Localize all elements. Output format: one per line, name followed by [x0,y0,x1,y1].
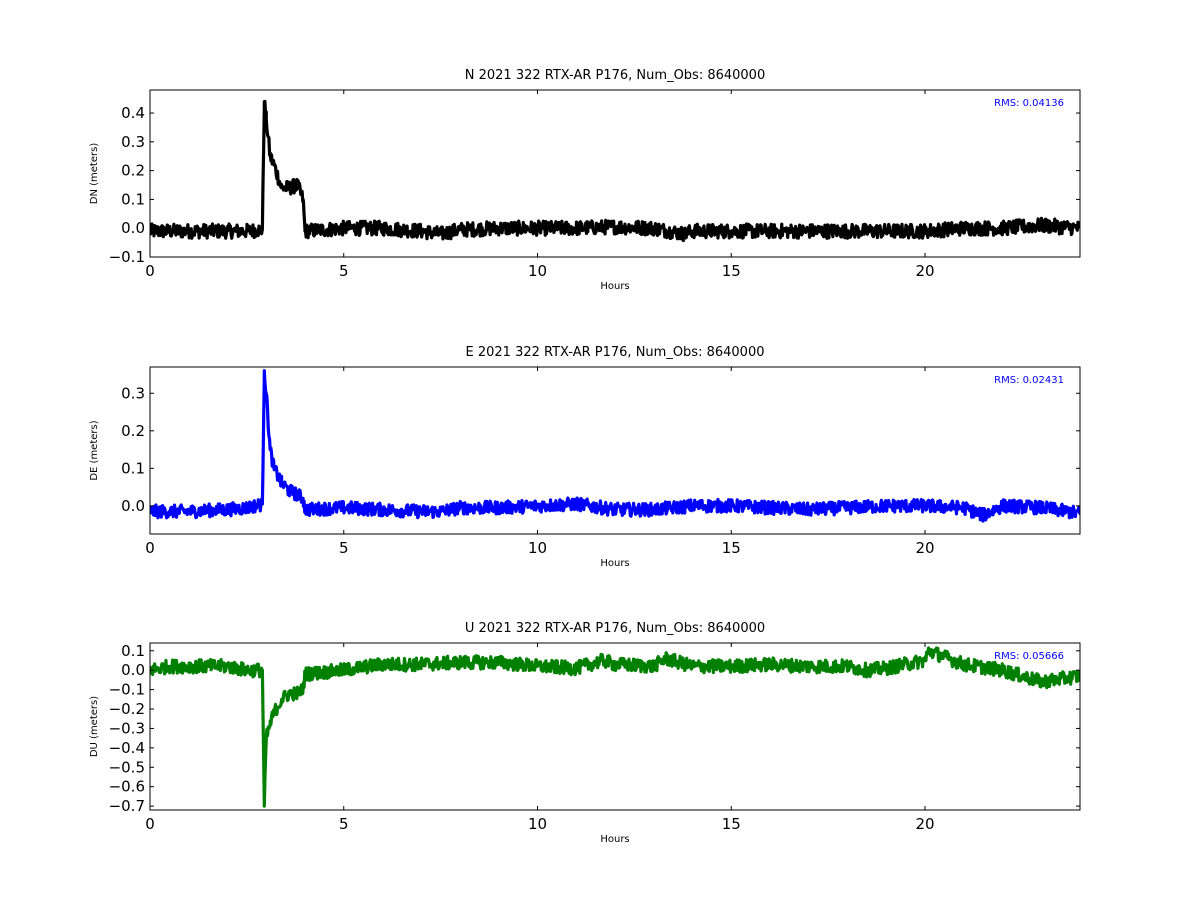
plot-frame-n [149,89,1081,258]
x-tick-label-u: 0 [145,815,155,833]
y-tick-label-n: −0.1 [109,248,145,266]
rms-annotation-n: RMS: 0.04136 [994,98,1064,109]
y-tick-label-n: 0.0 [121,219,145,237]
x-tick-label-n: 10 [528,262,547,280]
chart-panel-u: 0 5 10 15 20 −0.7−0.6 −0.5−0.4 −0.3−0.2−0.1 0.00… [89,621,1081,845]
chart-title-e: E 2021 322 RTX-AR P176, Num_Obs: 8640000 [466,345,765,360]
y-tick-label-n: 0.4 [121,104,145,122]
y-axis-label-e: DE (meters) [89,420,100,480]
chart-panel-n: 0 5 10 15 20 −0.1 0.0 0.1 0.2 0.3 0.4 N 2021 322 RT… [89,68,1081,292]
x-tick-label-n: 0 [145,262,155,280]
rms-annotation-e: RMS: 0.02431 [994,375,1064,386]
y-tick-label-u: −0.4 [109,739,145,757]
x-tick-label-n: 15 [722,262,741,280]
x-axis-label-u: Hours [600,834,629,845]
y-tick-label-u: −0.5 [109,758,145,776]
y-tick-label-n: 0.3 [121,133,145,151]
y-tick-label-u: −0.1 [109,681,145,699]
chart-title-n: N 2021 322 RTX-AR P176, Num_Obs: 8640000 [465,68,765,83]
x-tick-label-u: 15 [722,815,741,833]
x-tick-label-u: 20 [915,815,934,833]
rms-annotation-u: RMS: 0.05666 [994,651,1064,662]
series-line-n-0 [150,99,1080,243]
x-tick-label-e: 15 [722,539,741,557]
x-tick-label-n: 20 [915,262,934,280]
x-axis-label-e: Hours [600,558,629,569]
y-axis-label-n: DN (meters) [89,143,100,205]
x-tick-label-e: 5 [339,539,349,557]
x-tick-label-u: 10 [528,815,547,833]
series-line-e-0 [150,369,1080,523]
plot-frame-u [149,642,1081,811]
y-tick-label-u: −0.3 [109,719,145,737]
y-tick-label-u: 0.1 [121,642,145,660]
y-tick-label-u: −0.6 [109,778,145,796]
x-tick-label-e: 10 [528,539,547,557]
x-axis-label-n: Hours [600,281,629,292]
chart-title-u: U 2021 322 RTX-AR P176, Num_Obs: 8640000 [465,621,765,636]
y-tick-label-e: 0.3 [121,384,145,402]
y-tick-label-e: 0.0 [121,497,145,515]
y-tick-label-u: 0.0 [121,661,145,679]
y-axis-label-u: DU (meters) [89,696,100,757]
y-tick-label-e: 0.1 [121,459,145,477]
y-tick-label-u: −0.2 [109,700,145,718]
x-tick-label-e: 20 [915,539,934,557]
x-tick-label-n: 5 [339,262,349,280]
plot-frame-e [149,366,1081,535]
y-tick-label-e: 0.2 [121,422,145,440]
y-tick-label-u: −0.7 [109,797,145,815]
chart-panel-e: 0 5 10 15 20 0.0 0.1 0.2 0.3 E 2021 322 RTX-AR P1… [89,345,1081,569]
series-line-u-0 [150,646,1080,808]
y-tick-label-n: 0.1 [121,190,145,208]
x-tick-label-e: 0 [145,539,155,557]
x-tick-label-u: 5 [339,815,349,833]
y-tick-label-n: 0.2 [121,162,145,180]
